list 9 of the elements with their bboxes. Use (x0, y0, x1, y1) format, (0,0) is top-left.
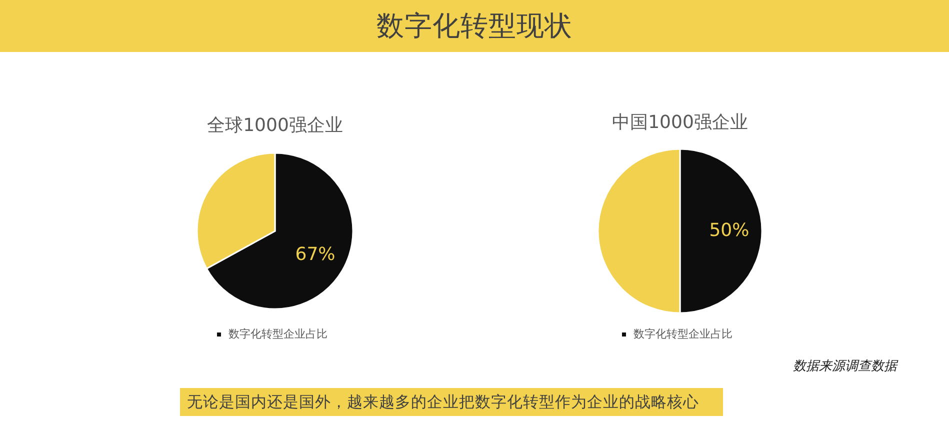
text: 无论是国内还是国外，越来越多的企业把数字化转型作为企业的战略核心 (187, 393, 699, 411)
data-label: 50% (709, 220, 750, 241)
legend-label: 数字化转型企业占比 (228, 328, 328, 340)
chart-title: 全球1000强企业 (207, 115, 343, 136)
text: 数字化转型现状 (376, 10, 572, 42)
legend-label: 数字化转型企业占比 (634, 328, 732, 340)
chart-title: 中国1000强企业 (612, 112, 748, 133)
text: 数据来源调查数据 (793, 359, 899, 374)
data-label: 67% (295, 244, 336, 265)
